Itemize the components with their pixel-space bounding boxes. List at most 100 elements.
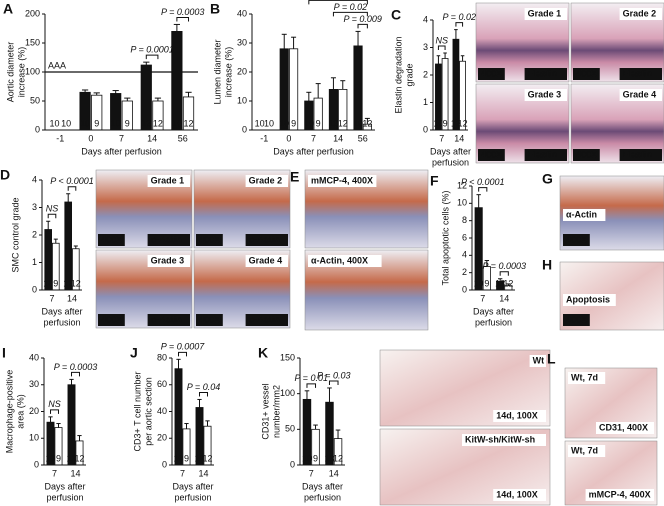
image-label: 400X (576, 149, 597, 159)
image-label: α-Actin (151, 314, 182, 324)
y-axis-label: Elastin degradation (393, 36, 403, 113)
image-label: Wt, 7d (571, 445, 598, 455)
image-label: 14d, 100X (496, 489, 538, 499)
label-box (493, 489, 546, 501)
y-tick-label: 8 (462, 215, 467, 225)
y-axis-label: CD31+ vessel (260, 383, 270, 439)
y-tick-label: 40 (237, 8, 247, 18)
label-box (308, 175, 377, 187)
y-tick-label: 30 (29, 379, 39, 389)
image-label: Apoptosis (566, 294, 610, 304)
label-box (563, 234, 590, 246)
sample-size: 10 (353, 118, 363, 128)
x-tick-label: 7 (52, 468, 57, 478)
significance-label: P = 0.02 (334, 2, 367, 12)
image-label: KitW-sh/KitW-sh (465, 434, 535, 444)
image-label: 400X (576, 68, 597, 78)
label-box (98, 234, 125, 246)
sample-size: 10 (172, 118, 182, 128)
y-axis-label: increase (%) (16, 47, 26, 98)
y-tick-label: 4 (462, 250, 467, 260)
significance-bracket (328, 380, 339, 385)
image-label: mMCP-4, 400X (589, 489, 651, 499)
panel-letter: L (547, 351, 556, 367)
label-box (619, 149, 662, 161)
sample-size: 12 (503, 278, 513, 288)
x-tick-label: 14 (67, 293, 77, 303)
significance-bracket (145, 54, 159, 60)
y-axis-label: per aortic section (143, 377, 153, 446)
image-label: 14d, 100X (496, 410, 538, 420)
panel-letter: K (258, 345, 268, 361)
sample-size: 12 (333, 453, 343, 463)
image-label: Grade 3 (528, 89, 562, 99)
y-tick-label: 20 (237, 66, 247, 76)
label-box (563, 294, 616, 306)
sample-size: 12 (71, 278, 81, 288)
label-box (478, 149, 505, 161)
label-box (98, 314, 125, 326)
sample-size: 9 (184, 453, 189, 463)
bar (174, 368, 183, 466)
y-axis-label: Lumen diameter (212, 39, 222, 104)
image-label: Elastin (623, 149, 653, 159)
panel-letter: C (391, 7, 401, 23)
y-tick-label: 12 (457, 180, 467, 190)
label-box (147, 234, 190, 246)
x-tick-label: 14 (499, 293, 509, 303)
y-tick-label: 40 (157, 406, 167, 416)
label-box (524, 89, 567, 101)
sample-size: 9 (53, 278, 58, 288)
sample-size: 12 (74, 453, 84, 463)
label-box (245, 175, 288, 187)
significance-bracket (199, 391, 208, 397)
sample-size: 9 (313, 453, 318, 463)
significance-label: P < 0.0001 (461, 177, 504, 187)
panel-letter: F (430, 173, 439, 189)
y-tick-label: 60 (157, 379, 167, 389)
sample-size: 13 (328, 118, 338, 128)
image-label: 400X (101, 314, 122, 324)
image-label: α-Actin, 400X (311, 255, 368, 265)
label-box (196, 314, 223, 326)
panel-letter: A (3, 1, 13, 17)
image-label: Grade 4 (623, 89, 657, 99)
image-label: 400X (481, 149, 502, 159)
sample-size: 12 (202, 453, 212, 463)
panel-letter: B (210, 1, 220, 17)
y-tick-label: 6 (462, 232, 467, 242)
y-tick-label: 0 (34, 459, 39, 469)
significance-label: P = 0.04 (187, 382, 220, 392)
sample-size: 9 (443, 118, 448, 128)
sample-size: 10 (61, 118, 71, 128)
significance-bracket (67, 186, 77, 191)
sample-size: 10 (264, 118, 274, 128)
image-label: Grade 1 (528, 8, 562, 18)
y-axis-label: CD3+ T cell number (132, 372, 142, 452)
x-axis-label: Days after (172, 481, 213, 491)
x-axis-label: Days after (44, 481, 85, 491)
bar (353, 45, 363, 131)
image-label: CD31, 400X (599, 422, 648, 432)
x-axis-label: perfusion (43, 317, 80, 327)
sample-size: 10 (279, 118, 289, 128)
image-label: Grade 3 (151, 255, 185, 265)
significance-bracket (176, 16, 190, 22)
y-tick-label: 4 (32, 174, 37, 184)
label-box (524, 68, 567, 80)
x-tick-label: -1 (260, 133, 268, 143)
label-box (147, 175, 190, 187)
y-tick-label: 150 (280, 352, 295, 362)
x-axis-label: Days after (41, 306, 82, 316)
significance-label: P = 0.009 (343, 14, 381, 24)
panel-letter: E (290, 169, 299, 185)
x-axis-label: Days after (302, 481, 343, 491)
x-tick-label: 56 (358, 133, 368, 143)
sample-size: 10 (302, 453, 312, 463)
image-label: Elastin (623, 68, 653, 78)
image-label: 400X (481, 68, 502, 78)
image-label: Grade 4 (249, 255, 283, 265)
label-box (568, 445, 606, 457)
sample-size: 9 (94, 118, 99, 128)
sample-size: 10 (174, 453, 184, 463)
